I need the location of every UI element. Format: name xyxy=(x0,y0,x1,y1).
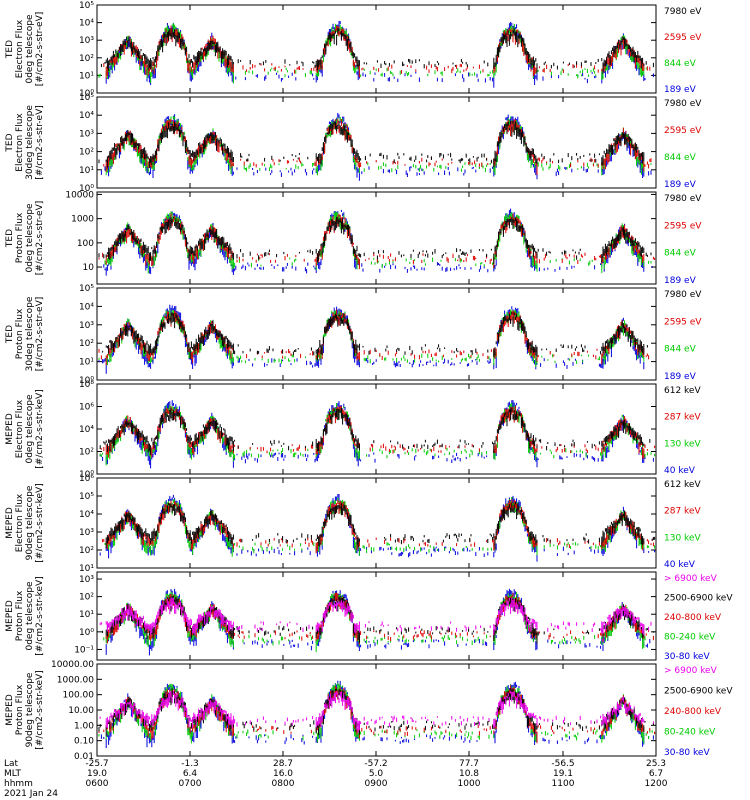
legend-entry: 7980 eV xyxy=(664,290,702,300)
legend-entry: 287 keV xyxy=(664,413,701,423)
legend-entry: 189 eV xyxy=(664,180,697,190)
y-tick-label: 10¹ xyxy=(79,358,94,368)
legend-entry: 2595 eV xyxy=(664,221,702,231)
y-axis-label: Electron Flux xyxy=(15,19,25,78)
y-tick-label: 10 xyxy=(83,263,95,273)
y-tick-label: 10⁰ xyxy=(79,184,94,194)
y-axis-label: [#/cm2-s-str-eV] xyxy=(35,297,45,372)
y-axis-label: Proton Flux xyxy=(15,308,25,359)
y-axis-label: [#/cm2-s-str-keV] xyxy=(35,389,45,468)
y-tick-label: 10⁶ xyxy=(79,403,94,413)
y-axis-label: 0deg telescope xyxy=(25,394,35,464)
y-tick-label: 10² xyxy=(79,448,94,458)
legend-entry: 130 keV xyxy=(664,439,701,449)
panel-frame xyxy=(96,287,657,381)
legend-entry: 2595 eV xyxy=(664,317,702,327)
y-axis-label: [#/cm2-s-str-eV] xyxy=(35,105,45,180)
y-tick-label: 10⁴ xyxy=(79,302,94,312)
y-axis-label: MEPED xyxy=(5,413,15,445)
y-tick-label: 10² xyxy=(79,339,94,349)
flux-traces xyxy=(98,208,656,276)
y-tick-label: 10⁵ xyxy=(79,93,94,103)
legend-entry: 189 eV xyxy=(664,85,697,95)
flux-traces xyxy=(99,400,656,469)
y-axis-label: Electron Flux xyxy=(15,113,25,172)
y-axis-label: Electron Flux xyxy=(15,399,25,458)
panel-2: 10⁰ 10¹ 10² 10³ 10⁴ 10⁵ TED Electron Flux 30deg … xyxy=(5,93,702,194)
y-tick-label: 10⁰ xyxy=(79,376,94,386)
y-tick-label: 10⁴ xyxy=(79,111,94,121)
y-tick-label: 1000 xyxy=(71,215,94,225)
y-tick-label: 10¹ xyxy=(79,71,94,81)
flux-traces xyxy=(98,304,650,374)
y-tick-label: 10⁰ xyxy=(79,89,94,99)
y-axis-label: TED xyxy=(5,229,15,248)
y-axis-label: 0deg telescope xyxy=(25,203,35,273)
legend-entry: 7980 eV xyxy=(664,99,702,109)
y-tick-label: 10⁴ xyxy=(79,425,94,435)
y-tick-label: 10² xyxy=(79,148,94,158)
panel-4: 10⁰ 10¹ 10² 10³ 10⁴ 10⁵ TED Proton Flux 30deg te… xyxy=(5,284,702,386)
flux-traces xyxy=(98,112,652,181)
panel-5: 10⁰ 10² 10⁴ 10⁶ 10⁸ MEPED Electron Flux 0deg te… xyxy=(5,380,701,480)
y-tick-label: 10000 xyxy=(65,190,94,200)
flux-traces xyxy=(98,20,654,88)
panel-frame xyxy=(96,96,657,189)
panel-3: 10 100 1000 10000 TED Proton Flux 0deg telesco… xyxy=(5,190,702,286)
legend-entry: 40 keV xyxy=(664,466,696,476)
legend-entry: 612 keV xyxy=(664,386,701,396)
panel-1: 10⁰ 10¹ 10² 10³ 10⁴ 10⁵ TED Electron Flux 0deg t… xyxy=(5,1,702,99)
y-tick-label: 10¹ xyxy=(79,166,94,176)
y-axis-label: TED xyxy=(5,133,15,152)
y-tick-label: 10⁸ xyxy=(79,380,94,390)
y-tick-label: 10³ xyxy=(79,321,94,331)
y-tick-label: 10⁵ xyxy=(79,284,94,294)
y-axis-label: TED xyxy=(5,40,15,59)
legend-entry: 2595 eV xyxy=(664,33,702,43)
panel-frame xyxy=(96,4,657,94)
legend-entry: 7980 eV xyxy=(664,194,702,204)
legend-entry: 844 eV xyxy=(664,345,697,355)
y-tick-label: 10⁰ xyxy=(79,470,94,480)
y-axis-label: 30deg telescope xyxy=(25,296,35,371)
y-tick-label: 10⁴ xyxy=(79,19,94,29)
legend-entry: 189 eV xyxy=(664,372,697,382)
legend-entry: 844 eV xyxy=(664,59,697,69)
y-axis-label: 0deg telescope xyxy=(25,14,35,84)
y-tick-label: 100 xyxy=(77,239,94,249)
y-tick-label: 10³ xyxy=(79,129,94,139)
y-tick-label: 10⁵ xyxy=(79,1,94,11)
y-tick-label: 10² xyxy=(79,54,94,64)
y-axis-label: 30deg telescope xyxy=(25,105,35,180)
legend-entry: 844 eV xyxy=(664,249,697,259)
y-tick-label: 10³ xyxy=(79,36,94,46)
panel-frame xyxy=(96,383,657,475)
y-axis-label: Proton Flux xyxy=(15,212,25,263)
legend-entry: 189 eV xyxy=(664,276,697,286)
y-axis-label: TED xyxy=(5,325,15,344)
y-axis-label: [#/cm2-s-str-eV] xyxy=(35,12,45,87)
legend-entry: 2595 eV xyxy=(664,126,702,136)
y-axis-label: [#/cm2-s-str-eV] xyxy=(35,201,45,276)
panel-frame xyxy=(96,191,657,285)
legend-entry: 7980 eV xyxy=(664,7,702,17)
legend-entry: 844 eV xyxy=(664,153,697,163)
